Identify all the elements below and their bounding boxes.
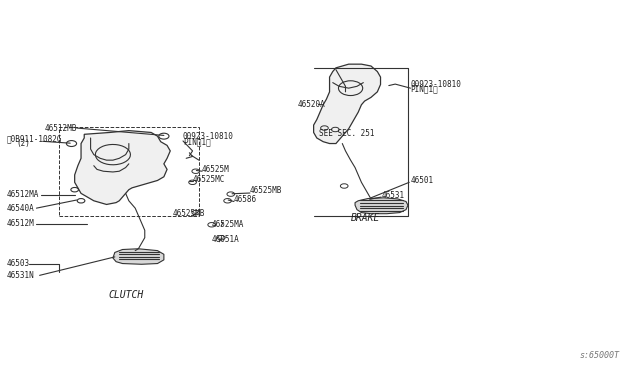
Text: 46531: 46531: [381, 191, 404, 200]
Polygon shape: [355, 198, 408, 214]
Text: 46520A: 46520A: [298, 100, 326, 109]
Text: 46525MB: 46525MB: [250, 186, 282, 195]
Text: 46512M: 46512M: [6, 219, 34, 228]
Text: 00923-10810: 00923-10810: [410, 80, 461, 89]
Text: PIN（1）: PIN（1）: [410, 84, 438, 93]
Polygon shape: [75, 131, 170, 205]
Text: PIN（1）: PIN（1）: [183, 137, 211, 146]
Text: 46525MB: 46525MB: [172, 209, 205, 218]
Text: BRAKE: BRAKE: [351, 213, 381, 223]
Text: 46540A: 46540A: [6, 203, 34, 213]
Text: 46525M: 46525M: [202, 165, 230, 174]
Text: CLUTCH: CLUTCH: [108, 290, 143, 300]
Text: 46525MA: 46525MA: [212, 219, 244, 229]
Text: s:65000T: s:65000T: [579, 350, 620, 359]
Text: 46531N: 46531N: [6, 271, 34, 280]
Text: 46512MB: 46512MB: [45, 124, 77, 132]
Polygon shape: [314, 64, 381, 144]
Text: (2): (2): [17, 140, 31, 148]
Polygon shape: [113, 249, 164, 264]
Text: 46051A: 46051A: [212, 235, 239, 244]
Text: 46525MC: 46525MC: [193, 174, 225, 183]
Text: SEE SEC. 251: SEE SEC. 251: [319, 129, 374, 138]
Text: 00923-10810: 00923-10810: [183, 132, 234, 141]
Text: 46501: 46501: [410, 176, 434, 185]
Text: 46512MA: 46512MA: [6, 190, 39, 199]
Text: 46586: 46586: [234, 195, 257, 204]
Text: 46503: 46503: [6, 259, 29, 268]
Text: ⓝ0B911-1082G: ⓝ0B911-1082G: [6, 134, 62, 143]
